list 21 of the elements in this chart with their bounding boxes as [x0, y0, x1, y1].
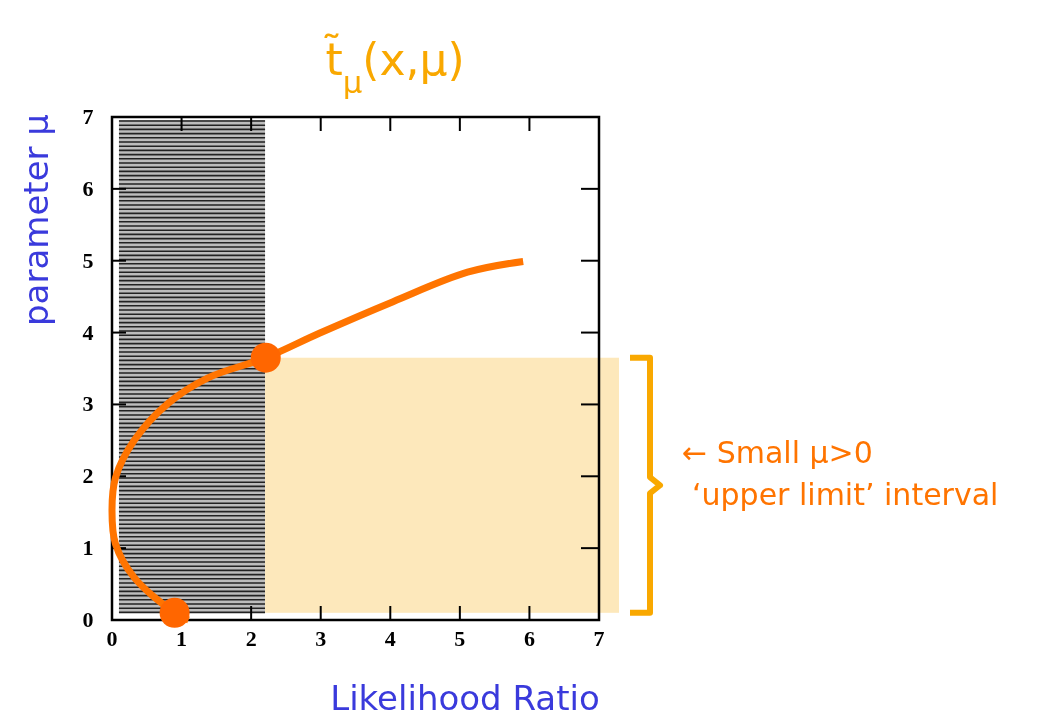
y-tick-label: 5 [82, 247, 94, 273]
x-tick-label: 1 [176, 626, 188, 651]
y-tick-label: 4 [82, 319, 94, 345]
y-tick-label: 2 [82, 463, 94, 489]
chart-title: t̃$_{μ}$(x,μ) [323, 32, 465, 100]
y-tick-label: 6 [82, 175, 94, 201]
text: ‘upper limit’ interval [692, 477, 999, 512]
y-tick-label: 3 [82, 391, 94, 417]
y-tick-label: 7 [82, 104, 94, 129]
y-tick-label: 0 [82, 607, 94, 632]
x-tick-label: 4 [384, 626, 396, 651]
y-axis-title: parameter μ [16, 114, 56, 326]
x-tick-label: 7 [593, 626, 605, 651]
x-tick-label: 6 [523, 626, 535, 651]
text: ← Small μ>0 [682, 435, 873, 470]
x-tick-label: 3 [315, 626, 327, 651]
x-tick-label: 0 [106, 626, 118, 651]
x-tick-label: 5 [454, 626, 466, 651]
x-tick-label: 2 [245, 626, 257, 651]
y-tick-label: 1 [82, 535, 94, 561]
x-axis-title: Likelihood Ratio [330, 678, 600, 715]
